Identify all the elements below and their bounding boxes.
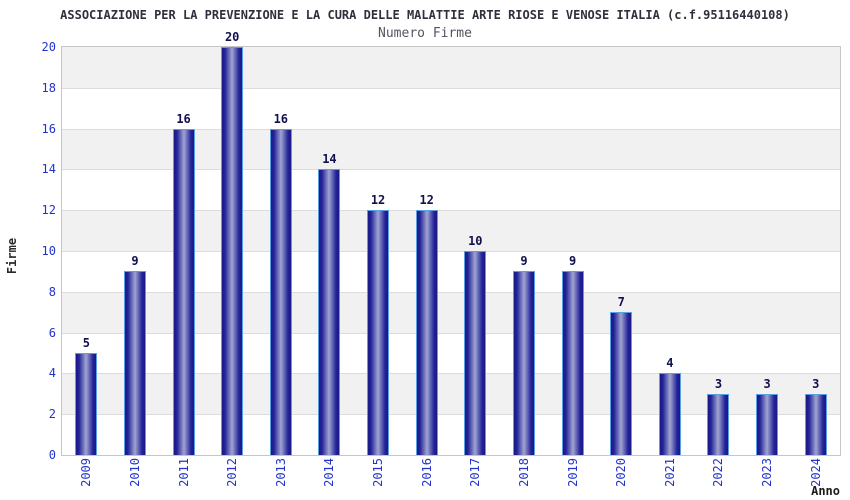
x-tick-label: 2022 <box>711 458 726 487</box>
x-axis-title: Anno <box>811 484 840 498</box>
gridline <box>62 414 840 416</box>
gridline <box>62 169 840 171</box>
bar <box>318 169 341 455</box>
chart-title: ASSOCIAZIONE PER LA PREVENZIONE E LA CUR… <box>60 8 790 22</box>
bar <box>707 393 730 455</box>
bar-value-label: 5 <box>82 336 90 350</box>
y-tick-label: 10 <box>41 244 56 258</box>
y-tick-label: 16 <box>41 121 56 136</box>
bar <box>464 251 487 455</box>
bar-value-label: 9 <box>520 254 528 269</box>
bar-value-label: 12 <box>370 193 386 208</box>
x-tick-label: 2013 <box>273 458 288 487</box>
x-tick-label: 2019 <box>565 458 580 487</box>
bar <box>658 373 681 455</box>
y-tick-label: 14 <box>41 162 56 177</box>
gridline <box>62 251 840 252</box>
bar <box>367 210 390 455</box>
y-tick-label: 18 <box>41 80 56 95</box>
gridline <box>62 210 840 212</box>
bar <box>512 271 535 455</box>
y-tick-label: 6 <box>48 325 56 340</box>
bar <box>123 271 146 455</box>
x-tick-label: 2011 <box>176 458 191 487</box>
bar-value-label: 9 <box>568 254 577 269</box>
y-tick-label: 0 <box>48 448 56 462</box>
x-tick-label: 2010 <box>127 458 142 487</box>
x-tick-label: 2015 <box>371 458 386 487</box>
bar <box>172 128 195 455</box>
plot-area <box>61 46 841 456</box>
bar-value-label: 4 <box>666 356 674 371</box>
gridline <box>62 128 840 130</box>
gridline <box>62 373 840 375</box>
x-tick-label: 2017 <box>468 458 483 487</box>
y-tick-label: 8 <box>48 284 56 299</box>
x-tick-label: 2009 <box>79 458 94 487</box>
bar-value-label: 20 <box>224 30 240 44</box>
bar-value-label: 7 <box>617 295 625 310</box>
y-tick-label: 20 <box>41 40 56 54</box>
x-tick-label: 2012 <box>225 458 240 487</box>
gridline <box>62 87 840 89</box>
bar <box>610 312 633 455</box>
gridline <box>62 332 840 334</box>
x-tick-label: 2014 <box>322 458 337 487</box>
bar-value-label: 16 <box>176 111 191 126</box>
bar <box>221 47 244 455</box>
bar <box>561 271 584 455</box>
grid-band <box>62 87 840 129</box>
bar-value-label: 10 <box>468 234 483 248</box>
x-tick-label: 2021 <box>662 458 677 487</box>
bar <box>75 353 98 455</box>
bar-value-label: 3 <box>714 376 723 391</box>
x-tick-label: 2018 <box>516 458 531 487</box>
bar <box>804 393 827 455</box>
gridline <box>62 291 840 293</box>
bar <box>756 393 779 455</box>
grid-band <box>62 47 840 88</box>
chart-subtitle: Numero Firme <box>378 26 472 41</box>
bar-value-label: 3 <box>763 376 771 391</box>
bar-value-label: 16 <box>273 111 289 126</box>
bar <box>415 210 438 455</box>
y-tick-label: 4 <box>48 366 56 381</box>
bar-value-label: 12 <box>419 193 434 208</box>
x-tick-label: 2016 <box>419 458 434 487</box>
bar-value-label: 3 <box>812 376 820 391</box>
bar <box>269 128 292 455</box>
y-tick-label: 2 <box>48 407 56 422</box>
x-tick-label: 2020 <box>614 458 629 487</box>
y-tick-label: 12 <box>41 203 56 218</box>
x-tick-label: 2023 <box>760 458 775 487</box>
bar-value-label: 9 <box>131 254 139 269</box>
bar-value-label: 14 <box>322 152 337 167</box>
